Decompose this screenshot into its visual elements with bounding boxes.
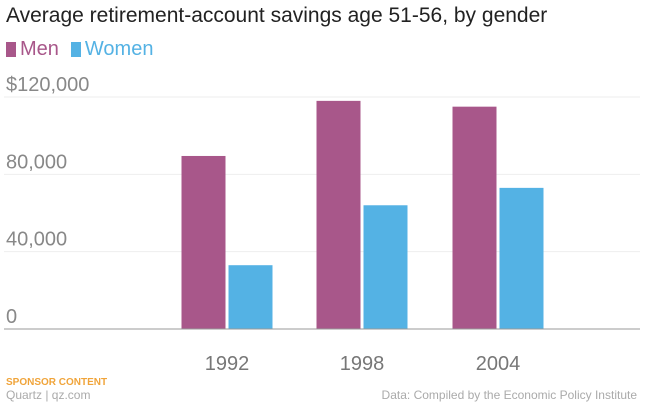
legend-label-women: Women [84, 38, 154, 60]
legend: Men Women [6, 38, 165, 61]
sponsor-label: SPONSOR CONTENT [6, 377, 108, 388]
chart-title: Average retirement-account savings age 5… [6, 4, 548, 27]
y-tick-label: $120,000 [6, 74, 89, 96]
y-tick-label: 80,000 [6, 151, 67, 173]
legend-item-men: Men [6, 38, 59, 61]
bar-men-1992 [181, 155, 226, 329]
y-tick-label: 40,000 [6, 229, 67, 251]
footer-left: SPONSOR CONTENT Quartz | qz.com [6, 376, 107, 402]
bar-women-1998 [363, 205, 408, 329]
y-tick-label: 0 [6, 306, 17, 328]
x-tick-label: 2004 [476, 353, 521, 375]
legend-swatch-women [70, 42, 81, 57]
legend-item-women: Women [70, 38, 154, 61]
legend-label-men: Men [20, 38, 59, 60]
bar-women-1992 [228, 265, 273, 329]
x-tick-label: 1992 [205, 353, 250, 375]
bar-men-2004 [452, 106, 497, 330]
x-tick-label: 1998 [340, 353, 385, 375]
source-note: Data: Compiled by the Economic Policy In… [381, 388, 637, 402]
brand-credit: Quartz | qz.com [6, 388, 91, 402]
legend-swatch-men [6, 42, 16, 57]
bar-women-2004 [499, 187, 544, 329]
bar-men-1998 [316, 100, 361, 329]
